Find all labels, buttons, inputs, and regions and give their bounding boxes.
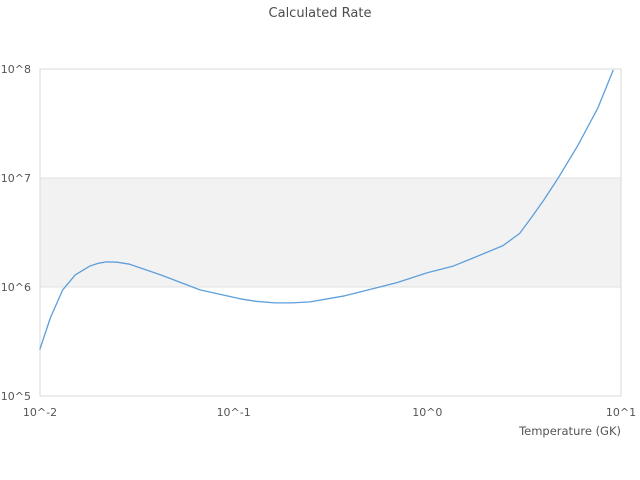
highlight-band (40, 178, 621, 287)
x-tick-label-10^-1: 10^-1 (217, 406, 251, 419)
y-tick-label-10^6: 10^6 (1, 281, 31, 294)
y-tick-label-10^7: 10^7 (1, 172, 31, 185)
plot-frame (39, 68, 622, 397)
y-axis-tick-labels: 10^5 10^6 10^7 10^8 (1, 63, 31, 403)
x-axis-tick-labels: 10^-2 10^-1 10^0 10^1 (23, 406, 636, 419)
x-tick-label-10^0: 10^0 (412, 406, 442, 419)
y-tick-label-10^8: 10^8 (1, 63, 31, 76)
gridlines (40, 177, 621, 288)
x-tick-label-10^1: 10^1 (606, 406, 636, 419)
x-axis-title: Temperature (GK) (518, 424, 621, 438)
rate-curve (39, 69, 614, 350)
x-tick-label-10^-2: 10^-2 (23, 406, 57, 419)
y-tick-label-10^5: 10^5 (1, 390, 31, 403)
chart-title: Calculated Rate (269, 6, 372, 21)
